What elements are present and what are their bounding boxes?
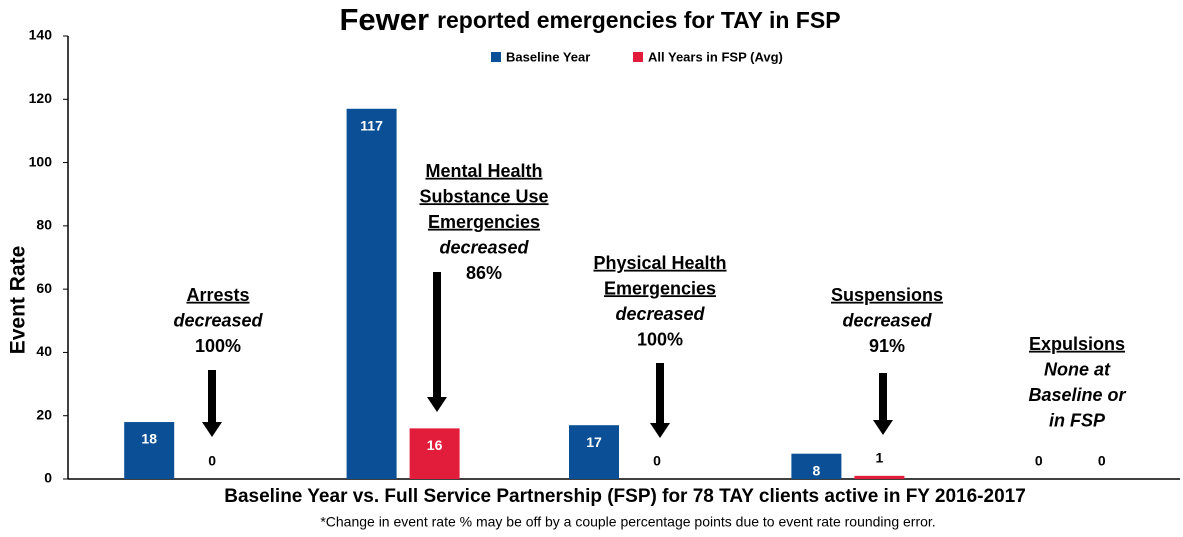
annotation-note: decreased: [173, 310, 263, 330]
arrow-head: [650, 423, 670, 438]
y-tick-label: 0: [44, 470, 52, 486]
y-axis-label: Event Rate: [7, 246, 30, 355]
title-rest: reported emergencies for TAY in FSP: [437, 7, 840, 33]
chart-title: Fewer reported emergencies for TAY in FSP: [339, 2, 840, 37]
annotation-percent: 86%: [466, 263, 502, 283]
annotation-note: decreased: [439, 237, 529, 257]
annotation-note: None at: [1044, 359, 1111, 379]
annotation-note: decreased: [615, 304, 705, 324]
y-tick-label: 140: [29, 27, 53, 43]
value-label: 1: [876, 450, 884, 466]
annotation-title: Suspensions: [831, 285, 943, 305]
value-label: 17: [586, 434, 602, 450]
arrow-head: [202, 422, 222, 437]
annotation-title: Emergencies: [604, 278, 716, 298]
value-label: 0: [1035, 453, 1043, 469]
annotation-title: Expulsions: [1029, 334, 1125, 354]
arrow-head: [427, 397, 447, 412]
value-label: 8: [813, 462, 821, 478]
value-label: 18: [141, 431, 157, 447]
arrow-head: [873, 420, 893, 435]
legend-swatch: [633, 52, 643, 62]
value-label: 0: [653, 453, 661, 469]
value-label: 0: [1098, 453, 1106, 469]
bar: [569, 425, 619, 479]
bar: [124, 422, 175, 479]
y-tick-label: 100: [29, 153, 53, 169]
bar: [409, 428, 460, 479]
arrow-shaft: [208, 370, 216, 423]
annotation-note: Baseline or: [1028, 385, 1126, 405]
annotation-title: Arrests: [186, 285, 249, 305]
annotation-percent: 91%: [869, 336, 905, 356]
value-label: 16: [427, 437, 443, 453]
value-label: 117: [360, 117, 383, 133]
y-tick-label: 60: [36, 280, 52, 296]
annotation-title: Emergencies: [428, 212, 540, 232]
y-tick-label: 80: [36, 217, 52, 233]
legend-swatch: [491, 52, 501, 62]
annotation-percent: 100%: [637, 329, 683, 349]
legend-label: All Years in FSP (Avg): [648, 49, 783, 64]
y-tick-label: 20: [36, 406, 52, 422]
bar: [791, 453, 842, 479]
annotation-percent: 100%: [195, 336, 241, 356]
x-axis-label: Baseline Year vs. Full Service Partnersh…: [224, 486, 1026, 507]
annotation-note: in FSP: [1049, 410, 1106, 430]
annotation-title: Physical Health: [593, 253, 726, 273]
y-tick-label: 120: [29, 90, 53, 106]
arrow-shaft: [433, 272, 441, 398]
title-emphasis: Fewer: [339, 2, 429, 37]
annotation-note: decreased: [842, 310, 932, 330]
arrow-shaft: [656, 363, 664, 424]
arrow-shaft: [879, 373, 887, 421]
y-tick-label: 40: [36, 343, 52, 359]
bar: [854, 475, 905, 479]
bar: [346, 108, 397, 480]
annotation-title: Mental Health: [425, 161, 542, 181]
annotation-title: Substance Use: [419, 186, 548, 206]
footnote: *Change in event rate % may be off by a …: [320, 514, 935, 530]
value-label: 0: [208, 453, 216, 469]
legend-label: Baseline Year: [506, 49, 590, 64]
